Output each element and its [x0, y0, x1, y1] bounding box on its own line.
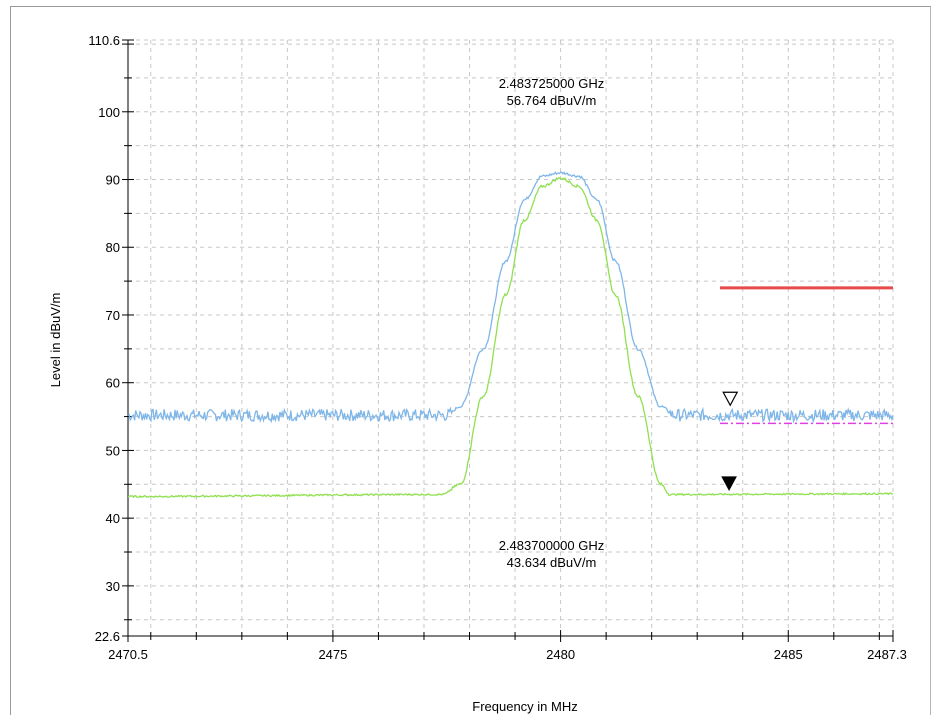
y-tick-label: 22.6: [95, 629, 120, 644]
grid-lines: [128, 39, 894, 636]
marker-level-label: 43.634 dBuV/m: [507, 555, 597, 570]
y-tick-label: 110.6: [88, 33, 120, 48]
y-tick-label: 90: [106, 173, 120, 188]
annotations: 2.483725000 GHz 56.764 dBuV/m 2.483700000 …: [499, 76, 605, 570]
x-tick-label: 2480: [546, 647, 575, 662]
x-tick-label: 2475: [318, 647, 347, 662]
y-tick-label: 30: [106, 579, 120, 594]
y-axis-title: Level in dBuV/m: [48, 293, 63, 388]
y-tick-label: 40: [106, 511, 120, 526]
series-lines: [127, 171, 894, 499]
x-axis-title: Frequency in MHz: [472, 699, 577, 714]
y-tick-label: 80: [106, 240, 120, 255]
y-tick-label: 60: [106, 376, 120, 391]
marker-open-triangle: [722, 391, 739, 407]
marker-level-label: 56.764 dBuV/m: [507, 93, 597, 108]
tick-marks: [122, 39, 894, 642]
y-tick-label: 100: [98, 105, 120, 120]
marker-frequency-label: 2.483725000 GHz: [499, 76, 605, 91]
tick-labels: 22.6 30 40 50 60 70 80 90 100 110.6 2470.5 2475 2480…: [88, 33, 906, 662]
chart-window: [10, 6, 931, 715]
marker-frequency-label: 2.483700000 GHz: [499, 538, 605, 553]
x-tick-label: 2487.3: [867, 647, 907, 662]
series-line: [127, 176, 894, 499]
series-line: [127, 171, 894, 424]
x-tick-label: 2485: [774, 647, 803, 662]
y-tick-label: 70: [106, 308, 120, 323]
markers: [721, 391, 739, 491]
x-tick-label: 2470.5: [108, 647, 148, 662]
y-tick-label: 50: [106, 443, 120, 458]
axes: [127, 40, 893, 637]
marker-filled-triangle: [721, 476, 737, 491]
limit-lines: [719, 286, 893, 425]
